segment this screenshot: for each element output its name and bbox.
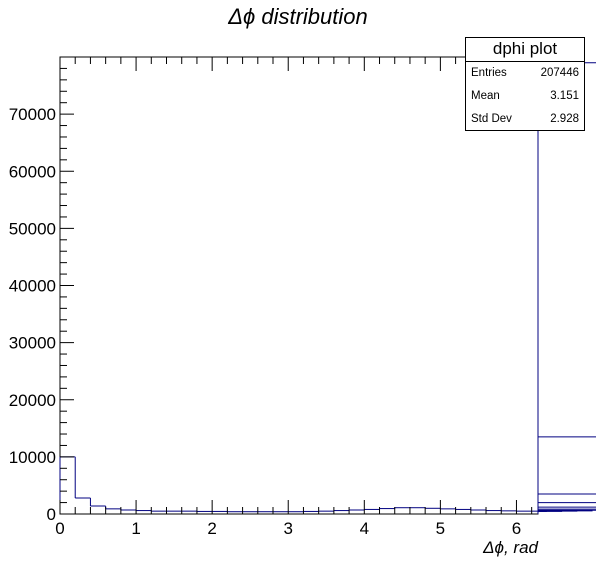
stats-box: dphi plot Entries 207446 Mean 3.151 Std … [465, 37, 585, 131]
y-tick-label: 40000 [9, 277, 56, 296]
chart-title: Δϕ distribution [228, 4, 368, 29]
histogram-bin [379, 507, 396, 510]
x-tick-label: 3 [283, 519, 292, 538]
histogram-bin [364, 508, 381, 510]
y-tick-label: 10000 [9, 448, 56, 467]
stats-key: Mean [471, 90, 500, 102]
histogram-bin [537, 436, 596, 495]
x-axis-label: Δϕ, rad [483, 538, 538, 557]
stats-value: 3.151 [550, 90, 579, 102]
histogram-bin [59, 456, 76, 514]
histogram-bin [455, 508, 472, 511]
x-tick-label: 6 [512, 519, 521, 538]
histogram-bin [425, 507, 441, 509]
y-axis: 0 10000 20000 30000 40000 50000 60000 70000 [9, 56, 74, 524]
y-tick-label: 20000 [9, 391, 56, 410]
histogram-bin [90, 505, 107, 509]
x-tick-label: 0 [55, 519, 64, 538]
x-tick-label: 1 [131, 519, 140, 538]
histogram-bin [537, 502, 596, 508]
histogram-bin [120, 509, 137, 511]
stats-row-entries: Entries 207446 [466, 62, 584, 85]
y-tick-label: 50000 [9, 219, 56, 238]
stats-value: 207446 [540, 67, 579, 79]
stats-key: Std Dev [471, 113, 512, 125]
stats-row-stddev: Std Dev 2.928 [466, 108, 584, 131]
y-tick-label: 0 [47, 505, 56, 524]
y-tick-label: 60000 [9, 162, 56, 181]
histogram-bin [136, 510, 152, 512]
histogram-bin [333, 510, 350, 512]
x-tick-label: 4 [360, 519, 369, 538]
stats-row-mean: Mean 3.151 [466, 85, 584, 108]
histogram-bin [349, 509, 365, 511]
histogram-bin [470, 509, 487, 511]
histogram-bin [105, 508, 122, 511]
y-tick-label: 30000 [9, 334, 56, 353]
histogram-bin [537, 494, 596, 504]
x-axis: 0 1 2 3 4 5 6 [55, 57, 533, 538]
stats-key: Entries [471, 67, 507, 79]
histogram-bin [409, 507, 426, 509]
y-tick-label: 70000 [9, 105, 56, 124]
stats-title: dphi plot [466, 38, 584, 62]
histogram-bin [440, 508, 457, 510]
histogram-bin [75, 497, 91, 507]
x-tick-label: 5 [436, 519, 445, 538]
histogram-bin [318, 510, 335, 512]
stats-value: 2.928 [550, 113, 579, 125]
x-tick-label: 2 [207, 519, 216, 538]
